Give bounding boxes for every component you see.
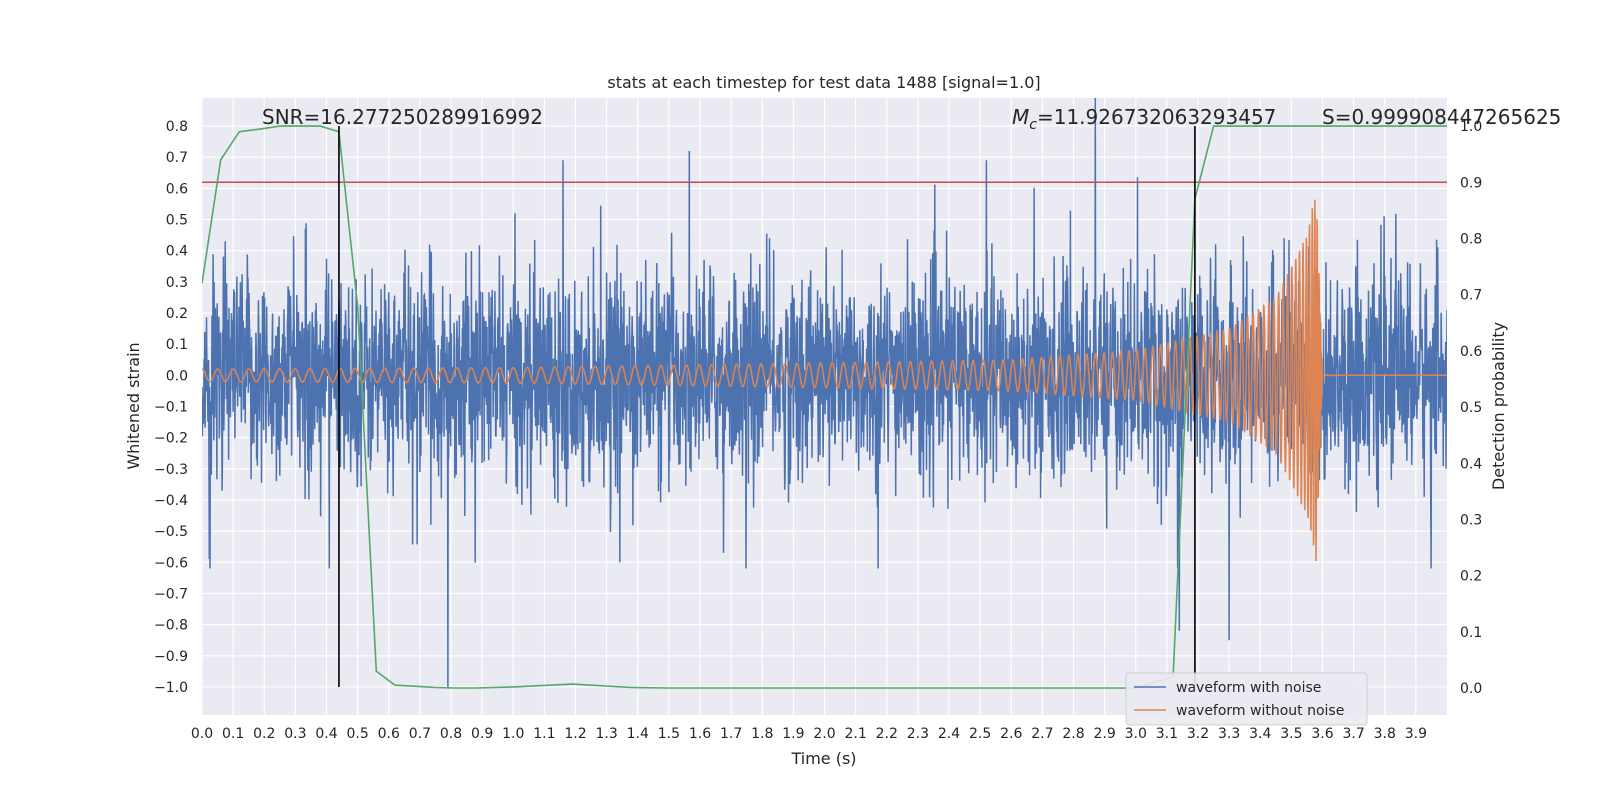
x-tick-label: 0.6: [378, 726, 400, 742]
legend-box: [1125, 672, 1368, 726]
x-tick-label: 3.7: [1342, 726, 1364, 742]
y-tick-label: −0.1: [154, 400, 188, 416]
x-tick-label: 1.2: [564, 726, 586, 742]
y2-axis-label: Detection probability: [1489, 322, 1508, 490]
x-tick-label: 0.5: [346, 726, 368, 742]
y-tick-label: −0.4: [154, 493, 188, 509]
annotation-snr: SNR=16.277250289916992: [262, 105, 543, 129]
x-tick-label: 2.6: [1000, 726, 1022, 742]
y-tick-label: −0.2: [154, 431, 188, 447]
vlines: [338, 126, 1196, 687]
x-tick-label: 2.7: [1031, 726, 1053, 742]
y-tick-label: −0.5: [154, 524, 188, 540]
x-tick-label: 3.5: [1280, 726, 1302, 742]
x-tick-label: 0.8: [440, 726, 462, 742]
y2-tick-label: 1.0: [1460, 119, 1482, 135]
x-tick-label: 1.1: [533, 726, 555, 742]
y2-tick-label: 0.2: [1460, 569, 1482, 585]
y-tick-label: 0.5: [166, 213, 188, 229]
y-tick-label: 0.4: [166, 244, 188, 260]
x-tick-label: 3.3: [1218, 726, 1240, 742]
x-tick-label: 1.4: [627, 726, 649, 742]
y-tick-label: −0.8: [154, 618, 188, 634]
y2-tick-label: 0.7: [1460, 288, 1482, 304]
x-tick-labels: 0.0 0.1 0.2 0.3 0.4 0.5 0.6 0.7 0.8 0.9 1.0 1.1 1.2 1…: [191, 726, 1427, 742]
y-axis-label: Whitened strain: [124, 342, 143, 469]
x-tick-label: 0.3: [284, 726, 306, 742]
x-tick-label: 1.3: [595, 726, 617, 742]
y-tick-label: 0.0: [166, 368, 188, 384]
x-tick-label: 3.6: [1311, 726, 1333, 742]
x-tick-label: 2.9: [1093, 726, 1115, 742]
y-tick-label: −0.6: [154, 555, 188, 571]
x-tick-label: 1.0: [502, 726, 524, 742]
x-tick-label: 1.5: [658, 726, 680, 742]
x-tick-label: 3.9: [1405, 726, 1427, 742]
y-tick-label: 0.8: [166, 119, 188, 135]
y-tick-label: 0.3: [166, 275, 188, 291]
x-tick-label: 3.4: [1249, 726, 1271, 742]
y2-tick-label: 0.0: [1460, 681, 1482, 697]
y-tick-label: −1.0: [154, 680, 188, 696]
series-clean-line: [202, 199, 1447, 562]
x-tick-label: 2.4: [938, 726, 960, 742]
y-tick-label: 0.7: [166, 150, 188, 166]
x-tick-label: 2.8: [1062, 726, 1084, 742]
y2-tick-label: 0.1: [1460, 625, 1482, 641]
x-tick-label: 2.0: [813, 726, 835, 742]
legend: waveform with noise waveform without noi…: [1125, 672, 1368, 726]
legend-label-noise: waveform with noise: [1176, 680, 1321, 696]
x-tick-label: 0.9: [471, 726, 493, 742]
y-tick-label: 0.1: [166, 337, 188, 353]
x-tick-label: 3.2: [1187, 726, 1209, 742]
y2-tick-label: 0.5: [1460, 400, 1482, 416]
x-tick-label: 0.0: [191, 726, 213, 742]
x-tick-label: 0.4: [315, 726, 337, 742]
y2-tick-label: 0.8: [1460, 231, 1482, 247]
y2-tick-label: 0.3: [1460, 512, 1482, 528]
y-tick-label: −0.9: [154, 649, 188, 665]
annotation-score: S=0.999908447265625: [1322, 105, 1561, 129]
x-tick-label: 1.6: [689, 726, 711, 742]
x-tick-label: 3.1: [1156, 726, 1178, 742]
y-tick-labels: 0.8 0.7 0.6 0.5 0.4 0.3 0.2 0.1 0.0 −0.1 −0.2 −0.3 −…: [154, 119, 188, 696]
y2-tick-label: 0.4: [1460, 456, 1482, 472]
y-tick-label: 0.2: [166, 306, 188, 322]
annotation-chirp-mass: Mc=11.926732063293457: [1012, 105, 1276, 133]
x-tick-label: 2.3: [907, 726, 929, 742]
y2-tick-label: 0.9: [1460, 175, 1482, 191]
x-tick-label: 3.8: [1374, 726, 1396, 742]
x-tick-label: 0.7: [409, 726, 431, 742]
x-tick-label: 2.5: [969, 726, 991, 742]
y-tick-label: −0.3: [154, 462, 188, 478]
x-tick-label: 2.1: [844, 726, 866, 742]
y-tick-label: −0.7: [154, 586, 188, 602]
x-tick-label: 1.9: [782, 726, 804, 742]
x-axis-label: Time (s): [790, 749, 856, 768]
x-tick-label: 1.7: [720, 726, 742, 742]
x-tick-label: 2.2: [876, 726, 898, 742]
y2-tick-labels: 1.0 0.9 0.8 0.7 0.6 0.5 0.4 0.3 0.2 0.1 0.0: [1460, 119, 1482, 697]
series-probability-line: [202, 125, 1447, 689]
y-tick-label: 0.6: [166, 181, 188, 197]
y2-tick-label: 0.6: [1460, 344, 1482, 360]
legend-label-clean: waveform without noise: [1176, 703, 1344, 719]
x-tick-label: 3.0: [1125, 726, 1147, 742]
x-tick-label: 1.8: [751, 726, 773, 742]
chart-title: stats at each timestep for test data 148…: [607, 73, 1040, 92]
x-tick-label: 0.2: [253, 726, 275, 742]
x-tick-label: 0.1: [222, 726, 244, 742]
